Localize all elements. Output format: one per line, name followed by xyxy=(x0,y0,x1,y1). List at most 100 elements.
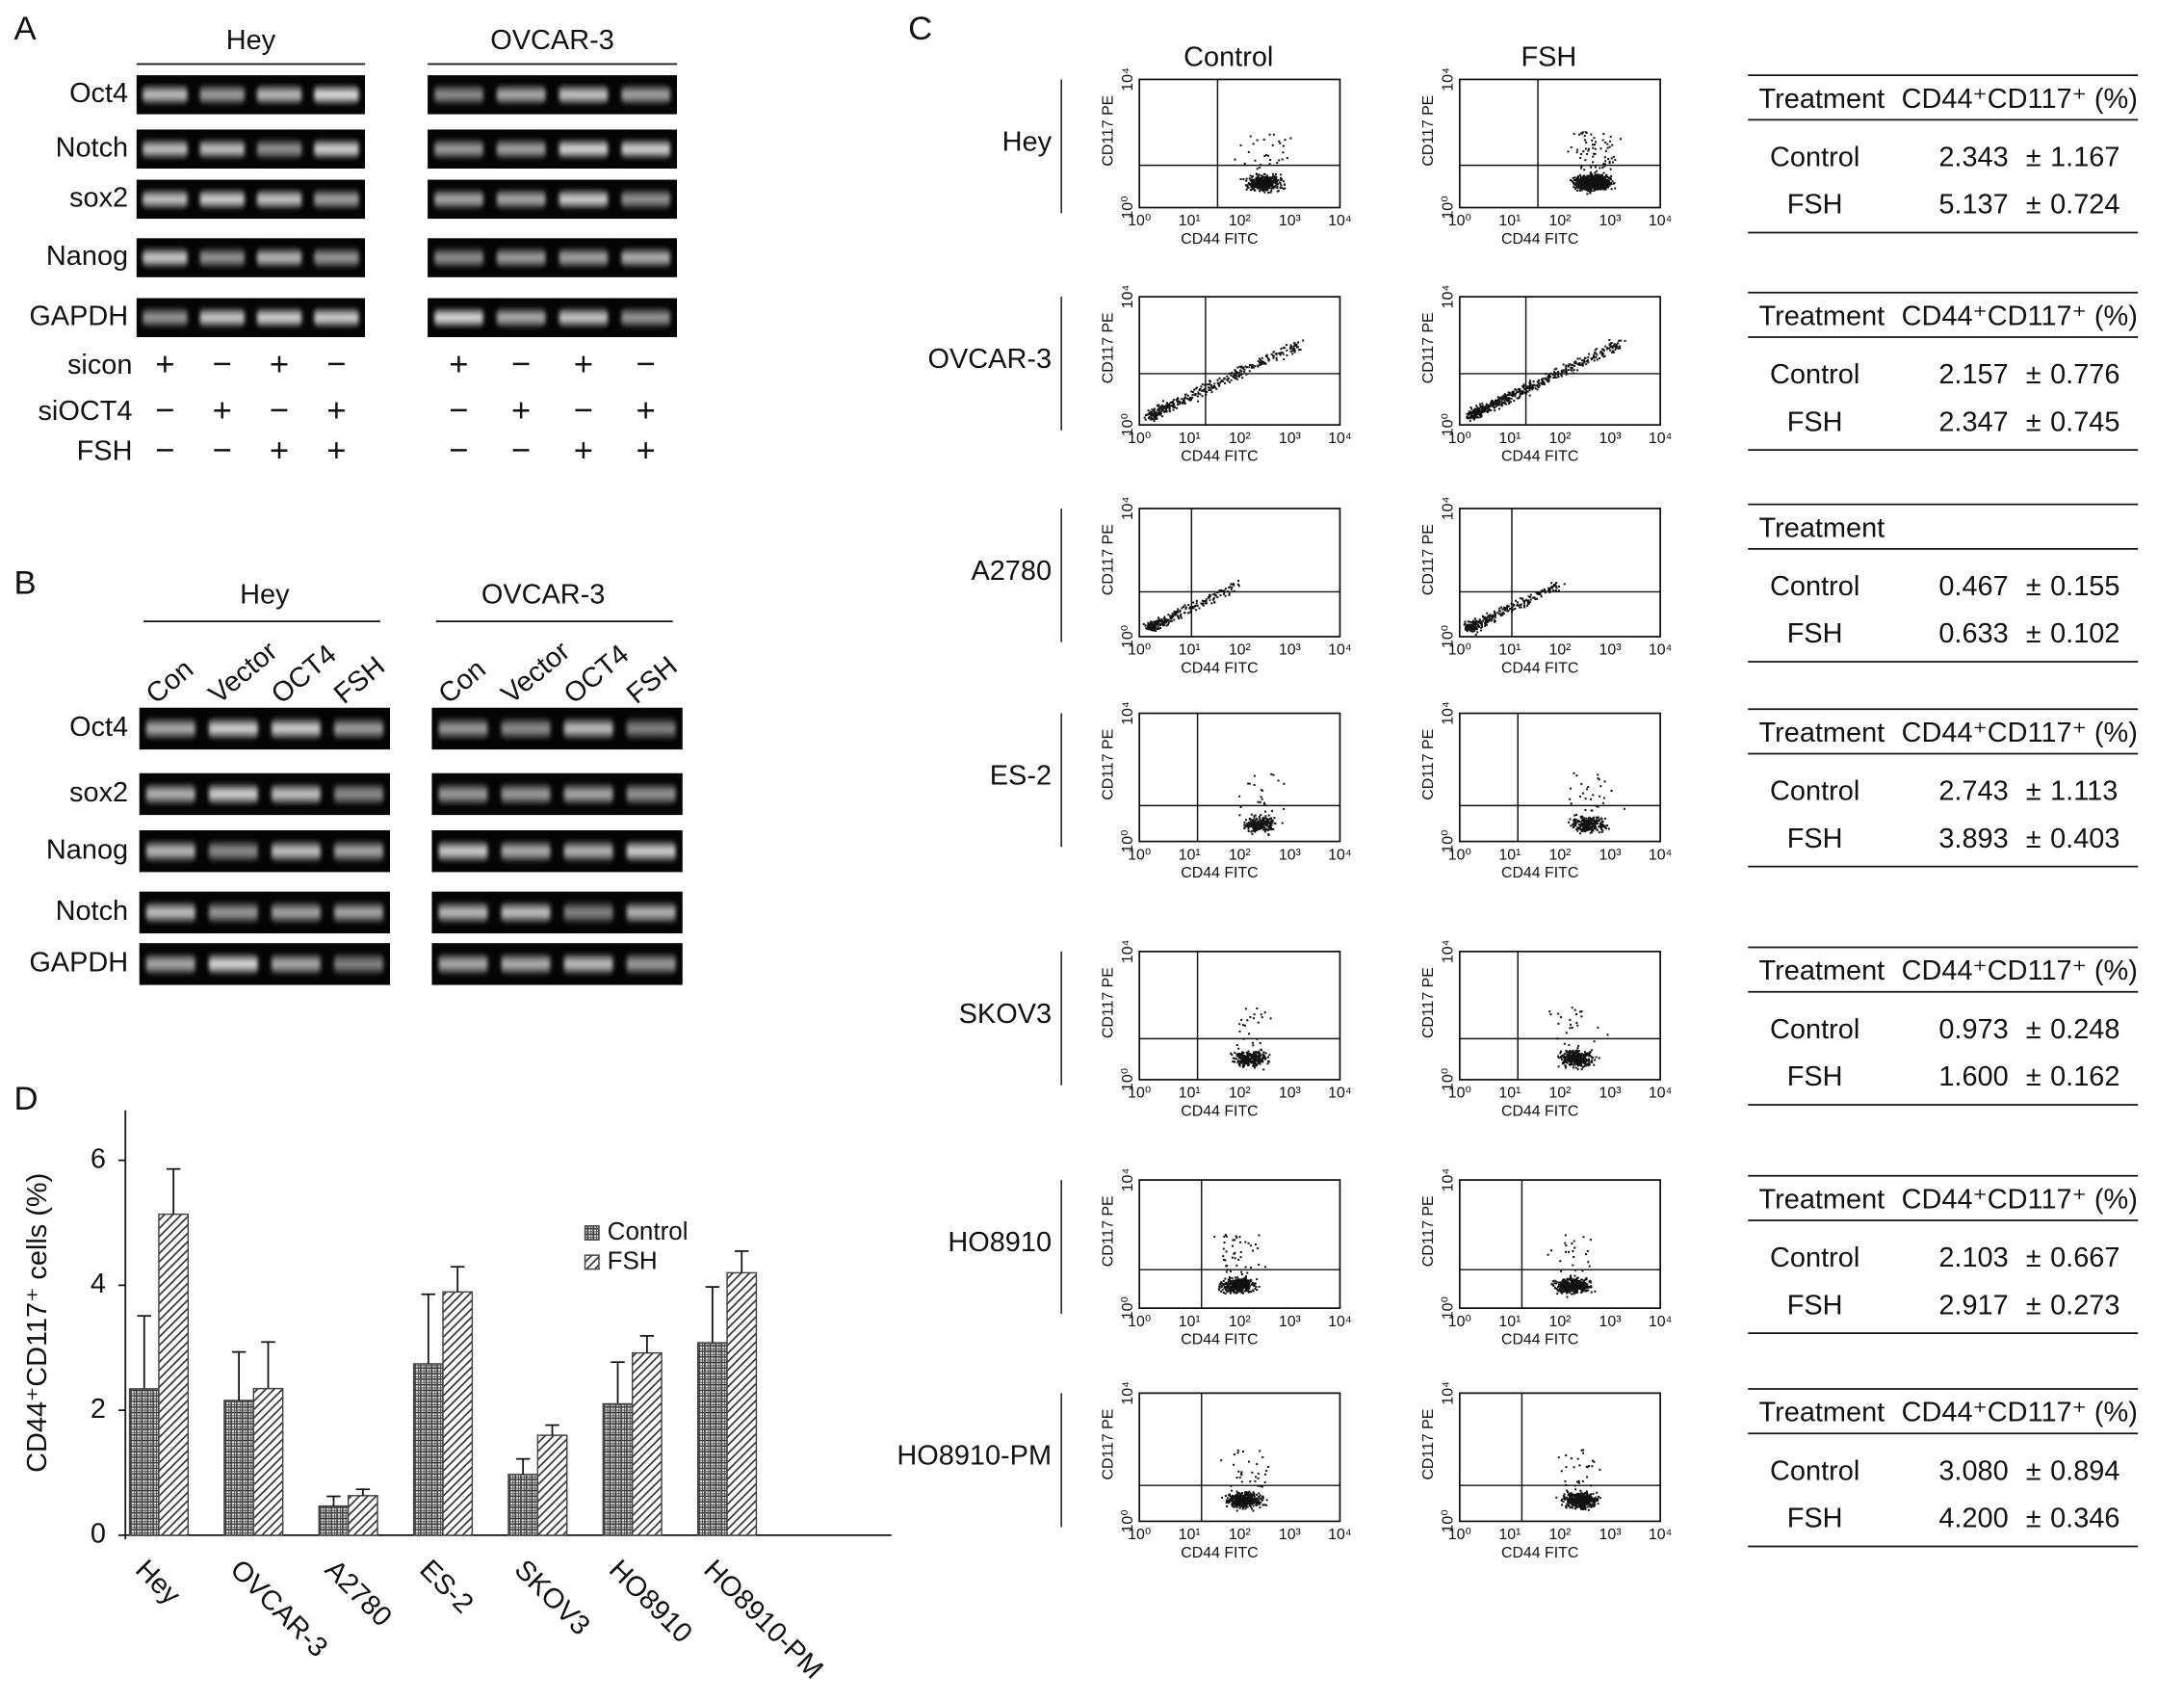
flow-event xyxy=(1176,611,1179,614)
flow-event xyxy=(1247,150,1250,153)
flow-event xyxy=(1594,175,1597,178)
y-tick-label: 10⁰ xyxy=(1440,830,1456,853)
flow-event xyxy=(1243,1278,1246,1281)
flow-event xyxy=(1603,165,1606,168)
flow-event xyxy=(1211,385,1214,388)
flow-event xyxy=(1231,1277,1234,1280)
flow-event xyxy=(1609,343,1612,346)
flow-event xyxy=(1273,817,1276,820)
flow-event xyxy=(1475,623,1478,626)
x-tick-label: 10⁴ xyxy=(1649,847,1673,863)
gel-band xyxy=(621,138,670,161)
table-mean: 1.600 xyxy=(1938,1061,2008,1092)
flow-plot xyxy=(1138,508,1341,638)
flow-event xyxy=(1240,1270,1243,1273)
flow-event xyxy=(1249,823,1252,825)
flow-event xyxy=(1594,147,1597,150)
flow-event xyxy=(1238,1287,1241,1290)
flow-event xyxy=(1576,829,1579,832)
gel-band xyxy=(314,188,359,211)
flow-event xyxy=(1497,401,1500,404)
flow-event xyxy=(1581,359,1584,362)
flow-event xyxy=(1585,363,1588,366)
flow-event xyxy=(1282,144,1285,147)
flow-event xyxy=(1466,415,1469,418)
flow-event xyxy=(1238,1060,1241,1063)
flow-event xyxy=(1268,826,1271,829)
flow-event xyxy=(1243,822,1246,824)
flow-event xyxy=(1189,399,1192,402)
flow-event xyxy=(1478,407,1481,410)
flow-event xyxy=(1597,179,1599,182)
flow-event xyxy=(1570,802,1573,805)
flow-event xyxy=(1580,828,1583,831)
flow-event xyxy=(1231,1289,1234,1292)
y-tick-label: 10⁰ xyxy=(1120,1068,1136,1091)
flow-event xyxy=(1587,184,1590,187)
flow-event xyxy=(1560,1291,1563,1294)
flow-event xyxy=(1602,133,1605,136)
flow-event xyxy=(1271,184,1274,187)
flow-event xyxy=(1204,602,1207,605)
flow-event xyxy=(1564,1059,1567,1061)
flow-event xyxy=(1565,373,1568,376)
flow-event xyxy=(1595,186,1598,189)
flow-event xyxy=(1289,344,1292,347)
flow-event xyxy=(1588,824,1591,827)
flow-event xyxy=(1583,184,1586,187)
flow-event xyxy=(1586,1283,1589,1286)
flow-event xyxy=(1231,1054,1234,1057)
flow-event xyxy=(1584,180,1588,183)
flow-event xyxy=(1507,398,1510,402)
flow-event xyxy=(1555,1280,1558,1283)
flow-event xyxy=(1237,1278,1240,1281)
y-axis-label: CD117 PE xyxy=(1101,95,1117,167)
flow-event xyxy=(1191,605,1194,608)
flow-event xyxy=(1580,1015,1583,1018)
treatment-sign: + xyxy=(155,347,174,383)
x-tick-label: 10¹ xyxy=(1179,213,1201,229)
flow-event xyxy=(1555,376,1558,379)
flow-event xyxy=(1590,1056,1593,1059)
flow-event xyxy=(1244,824,1247,826)
flow-event xyxy=(1583,179,1586,182)
flow-event xyxy=(1246,1284,1249,1287)
flow-event xyxy=(1200,385,1203,388)
flow-event xyxy=(1276,190,1279,193)
flow-event xyxy=(1547,587,1550,589)
flow-event xyxy=(1267,834,1270,837)
flow-event xyxy=(1255,829,1258,832)
gel-band xyxy=(334,839,383,863)
flow-event xyxy=(1583,819,1586,822)
flow-event xyxy=(1243,1276,1246,1279)
flow-event xyxy=(1263,191,1266,194)
flow-event xyxy=(1247,182,1250,185)
flow-event xyxy=(1240,1280,1243,1284)
flow-event xyxy=(1268,176,1271,179)
flow-event xyxy=(1557,371,1560,374)
flow-event xyxy=(1557,1281,1560,1284)
flow-event xyxy=(1599,352,1601,354)
flow-event xyxy=(1521,392,1523,395)
flow-event xyxy=(1517,390,1520,393)
flow-event xyxy=(1557,1012,1560,1015)
flow-event xyxy=(1541,379,1544,382)
flow-event xyxy=(1582,1053,1585,1056)
flow-event xyxy=(1569,1057,1572,1060)
flow-event xyxy=(1234,1283,1236,1286)
flow-event xyxy=(1189,397,1193,400)
table-pm: ± xyxy=(2026,824,2041,854)
flow-event xyxy=(1224,1259,1227,1262)
treatment-sign: − xyxy=(511,347,531,383)
flow-event xyxy=(1235,1264,1238,1267)
flow-event xyxy=(1262,1068,1265,1071)
flow-event xyxy=(1574,186,1577,189)
flow-event xyxy=(1595,820,1598,823)
flow-event xyxy=(1501,614,1504,616)
flow-event xyxy=(1494,401,1496,404)
flow-event xyxy=(1597,820,1599,823)
flow-event xyxy=(1577,1044,1580,1047)
gel-band xyxy=(145,782,195,806)
y-tick-label: 10⁰ xyxy=(1120,1296,1136,1320)
flow-event xyxy=(1601,167,1604,170)
